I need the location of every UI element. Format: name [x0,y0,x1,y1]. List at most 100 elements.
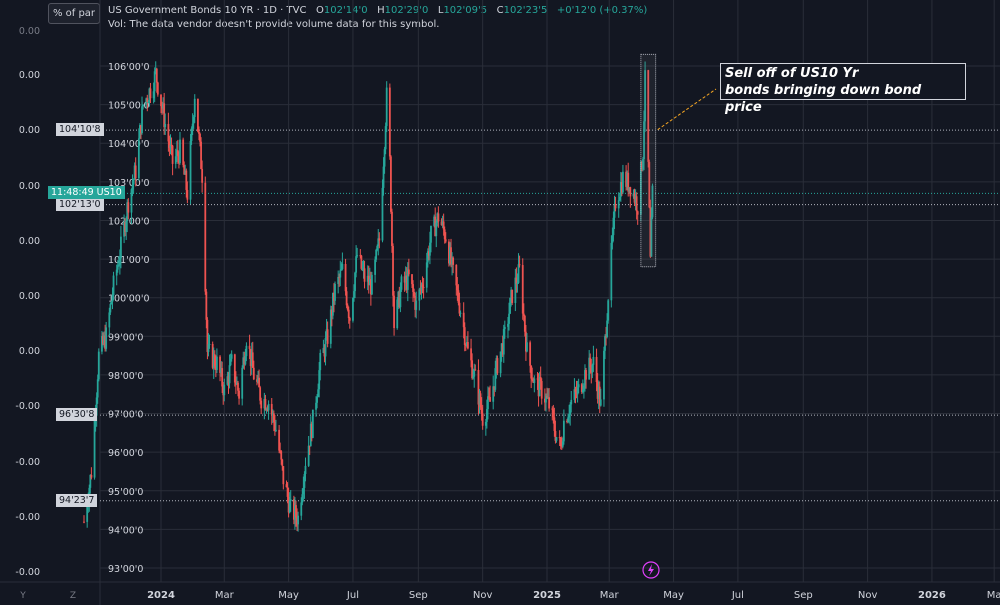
candle-body [333,292,335,301]
candle-body [192,116,195,124]
candle-body [201,168,204,183]
candle-body [626,172,629,187]
candle-body [242,357,245,368]
candle-body [101,336,103,352]
candle-body [164,123,167,128]
open-value: 102'14'0 [323,5,368,16]
y-axis-toggle-button[interactable]: Y [20,591,26,601]
candle-body [457,290,460,303]
candle-body [161,106,163,109]
candle-body [212,354,215,368]
candle-body [614,204,617,209]
candle-body [184,170,187,175]
left-axis-tick-label: 0.00 [19,70,40,81]
x-tick-label: Sep [409,590,428,601]
lightning-icon[interactable] [642,561,660,579]
z-axis-toggle-button[interactable]: Z [69,591,77,601]
candle-body [433,216,436,226]
candle-body [588,357,591,380]
candle-body [271,413,274,415]
candle-body [198,131,200,134]
candle-body [430,225,432,243]
candle-body [526,342,528,352]
candle-body [634,196,637,203]
candle-body [199,133,201,142]
candle-body [530,365,533,379]
candle-body [93,420,96,478]
x-tick-label: 2024 [147,590,175,601]
candle-body [356,255,359,257]
candle-body [139,125,141,139]
candle-body [452,257,455,265]
candle-body [124,221,127,233]
candle-body [281,459,284,467]
lightning-bolt-icon [648,564,654,576]
candle-body [97,351,100,380]
candle-body [391,211,393,246]
candle-body [282,466,285,485]
candle-body [629,187,632,197]
candle-body [126,202,129,221]
candle-body [536,378,539,380]
candle-body [347,309,350,319]
y-tick-label: 99'00'0 [108,332,143,343]
candle-body [294,505,296,520]
candle-body [208,343,211,345]
candle-body [287,496,290,513]
candle-body [154,68,157,72]
annotation-text-box[interactable]: Sell off of US10 Yr bonds bringing down … [720,63,966,115]
candle-body [243,357,246,365]
candle-body [508,313,510,324]
candle-body [252,367,255,380]
left-axis-tick-label: -0.00 [15,567,40,578]
candle-body [493,386,496,390]
candle-body [575,391,578,395]
candle-body [633,193,636,203]
candle-body [109,304,112,313]
candle-body [244,356,247,365]
candle-body [465,342,468,346]
candle-body [435,222,438,237]
candle-body [548,397,551,409]
candle-body [577,384,580,388]
candle-body [301,494,304,503]
candle-body [226,376,229,385]
candle-body [279,450,282,452]
candle-body [456,285,459,291]
candle-body [204,182,207,292]
candle-body [592,356,595,365]
candle-body [397,291,400,300]
candle-body [421,284,424,288]
candle-body [263,398,266,409]
candle-body [353,291,355,299]
candle-body [441,221,444,226]
candle-body [429,242,431,256]
candle-body [258,377,260,388]
candle-body [406,269,409,290]
annotation-highlight-box [640,53,657,268]
candle-body [189,140,192,200]
candle-body [182,139,185,166]
candle-body [412,284,414,292]
candle-body [296,517,298,525]
x-tick-label: Jul [731,590,744,601]
candle-body [569,404,572,415]
candle-body [155,68,158,83]
candle-body [414,296,417,310]
candle-body [464,344,467,346]
candle-body [280,451,283,460]
y-tick-label: 95'00'0 [108,487,143,498]
candle-body [131,184,134,190]
candle-body [574,389,577,392]
low-label: L [437,5,444,16]
candle-body [169,144,172,148]
candle-body [237,382,239,391]
y-tick-label: 94'00'0 [108,525,143,536]
candle-body [153,71,156,92]
candle-body [384,126,387,150]
left-axis-tick-label: -0.00 [15,401,40,412]
candle-body [95,397,98,416]
y-tick-label: 102'00'0 [108,216,150,227]
candle-body [148,88,151,103]
